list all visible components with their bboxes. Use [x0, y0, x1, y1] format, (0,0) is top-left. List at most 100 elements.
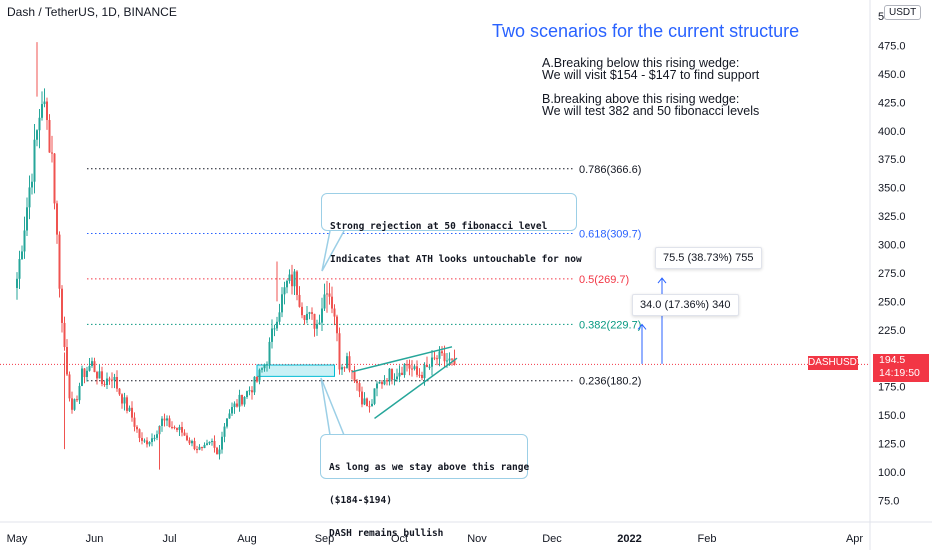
y-tick-label: 400.0	[878, 126, 906, 138]
candle	[356, 379, 358, 391]
candle	[211, 438, 213, 446]
candle	[243, 396, 246, 407]
symbol-title[interactable]: Dash / TetherUS, 1D, BINANCE	[7, 5, 177, 19]
candle-body	[411, 368, 413, 370]
candle-body	[33, 139, 36, 182]
candle-body	[221, 436, 223, 450]
candle-body	[238, 394, 241, 407]
candle-body	[116, 377, 118, 389]
candle	[388, 367, 391, 386]
candle	[58, 231, 61, 298]
candle	[298, 286, 301, 308]
x-tick-label: May	[7, 533, 28, 545]
candle	[358, 381, 361, 398]
candle	[361, 386, 363, 408]
candle	[206, 439, 208, 446]
y-tick-label: 125.0	[878, 438, 906, 450]
candle	[43, 88, 46, 108]
candle	[23, 216, 26, 259]
candle-body	[296, 271, 298, 295]
candle-body	[398, 372, 401, 377]
candle	[71, 391, 73, 414]
candle	[138, 428, 141, 443]
candle	[321, 297, 323, 332]
candle-body	[328, 293, 331, 297]
candle	[61, 285, 63, 333]
candle	[271, 319, 273, 349]
candle-body	[313, 313, 316, 329]
candle	[406, 359, 408, 372]
candle	[196, 445, 198, 454]
candle-body	[453, 358, 456, 365]
candle-body	[433, 357, 436, 359]
candle	[323, 283, 326, 312]
candle	[251, 386, 253, 400]
candle	[408, 359, 411, 376]
candle-body	[211, 440, 213, 442]
x-tick-label: Apr	[846, 533, 863, 545]
candle	[263, 363, 266, 372]
candle-body	[48, 120, 51, 153]
candle	[216, 446, 218, 455]
candle-body	[401, 372, 403, 376]
candle	[333, 304, 336, 326]
candle-body	[443, 353, 446, 362]
candle	[433, 350, 436, 361]
candle-body	[71, 398, 73, 410]
candle	[338, 327, 341, 375]
candle-body	[28, 187, 31, 208]
candle-body	[178, 426, 181, 430]
candle-body	[361, 391, 363, 405]
candle	[453, 349, 456, 366]
candle-body	[438, 351, 441, 359]
candle-body	[393, 379, 396, 381]
candle-body	[143, 440, 146, 442]
candle-body	[271, 328, 273, 342]
candle	[376, 381, 378, 397]
candle	[411, 360, 413, 377]
candle	[128, 405, 131, 413]
candle-body	[298, 294, 301, 307]
currency-button[interactable]: USDT	[884, 5, 922, 20]
candle-body	[251, 390, 253, 393]
candle-body	[376, 383, 378, 389]
candle-body	[451, 358, 453, 360]
candle-body	[388, 368, 391, 382]
candle	[173, 425, 176, 430]
candle	[328, 282, 331, 305]
candle	[198, 444, 201, 451]
fib-label: 0.236(180.2)	[579, 376, 641, 388]
candle	[301, 302, 303, 319]
candle	[126, 395, 128, 414]
fib-label: 0.5(269.7)	[579, 274, 629, 286]
rising-wedge	[351, 346, 458, 420]
candle	[213, 435, 216, 453]
candle	[286, 279, 288, 294]
candle	[203, 442, 206, 449]
candle	[366, 397, 368, 407]
candle	[81, 365, 83, 387]
support-zone-rect	[256, 364, 335, 377]
candle-body	[358, 383, 361, 392]
y-tick-label: 150.0	[878, 410, 906, 422]
candle-body	[26, 207, 28, 231]
candle	[431, 349, 433, 376]
candle-body	[148, 442, 151, 445]
candle-body	[153, 437, 156, 439]
candle-body	[118, 388, 121, 395]
candle	[146, 437, 148, 448]
candle	[28, 175, 31, 220]
candle-body	[268, 341, 271, 365]
candle	[276, 316, 278, 331]
candle	[421, 371, 423, 381]
candle-body	[428, 366, 431, 368]
candle-body	[128, 407, 131, 411]
y-tick-label-partial: 5	[878, 11, 884, 23]
candle-body	[351, 370, 353, 372]
candle-body	[366, 398, 368, 407]
candle-body	[303, 315, 306, 321]
candle	[228, 409, 231, 419]
candle	[141, 432, 143, 445]
candle	[188, 437, 191, 446]
